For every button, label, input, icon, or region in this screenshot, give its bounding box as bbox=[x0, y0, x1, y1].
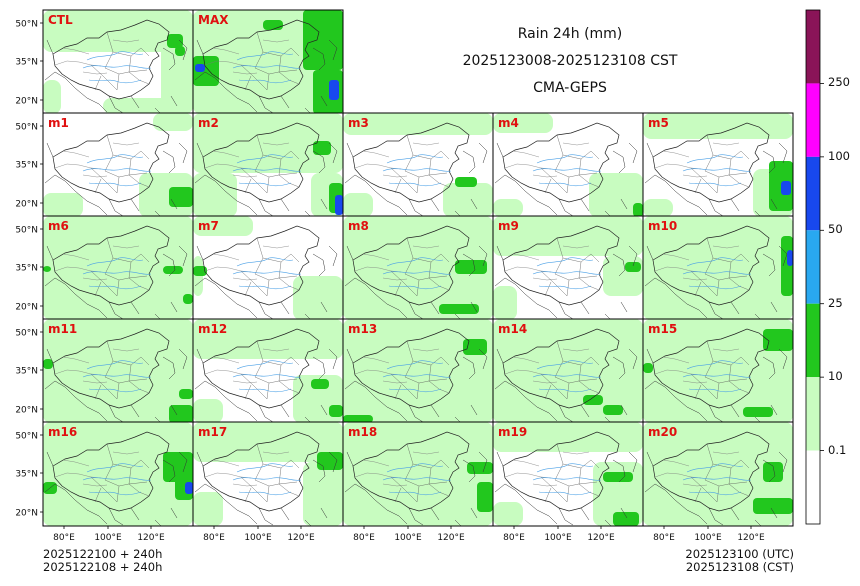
lon-tick-label: 120°E bbox=[587, 533, 615, 543]
member-label: m19 bbox=[498, 425, 527, 439]
init-time-block: 2025122100 + 240h 2025122108 + 240h bbox=[43, 548, 162, 574]
panel-m7: m7 bbox=[192, 215, 344, 321]
init-time-utc: 2025122100 + 240h bbox=[43, 547, 163, 561]
lon-tick-label: 120°E bbox=[737, 533, 765, 543]
panel-m8: m8 bbox=[342, 215, 494, 321]
lon-tick-label: 120°E bbox=[137, 533, 165, 543]
colorbar-level-label: 250 bbox=[828, 75, 850, 90]
valid-time-block: 2025123100 (UTC) 2025123108 (CST) bbox=[685, 548, 794, 574]
colorbar-frame bbox=[805, 9, 821, 525]
lat-tick-label: 35°N bbox=[15, 161, 38, 171]
panel-m3: m3 bbox=[342, 112, 494, 218]
panel-m12: m12 bbox=[192, 318, 344, 424]
lon-tick-label: 80°E bbox=[353, 533, 375, 543]
colorbar-level-label: 10 bbox=[828, 369, 843, 384]
lon-tick-label: 80°E bbox=[503, 533, 525, 543]
lon-tick-label: 80°E bbox=[653, 533, 675, 543]
member-label: MAX bbox=[198, 13, 229, 27]
chart-title: Rain 24h (mm) bbox=[517, 26, 623, 42]
colorbar-level-label: 100 bbox=[828, 148, 850, 163]
member-label: m1 bbox=[48, 116, 69, 130]
member-label: m15 bbox=[648, 322, 677, 336]
model-name: CMA-GEPS bbox=[533, 80, 607, 96]
member-label: m2 bbox=[198, 116, 219, 130]
lat-tick-label: 35°N bbox=[15, 264, 38, 274]
lat-tick-label: 50°N bbox=[15, 432, 38, 442]
member-label: m11 bbox=[48, 322, 77, 336]
lat-tick-label: 20°N bbox=[15, 303, 38, 313]
valid-period: 2025123008-2025123108 CST bbox=[462, 53, 678, 69]
lat-tick-label: 50°N bbox=[15, 329, 38, 339]
member-label: m4 bbox=[498, 116, 519, 130]
lat-tick-label: 20°N bbox=[15, 200, 38, 210]
colorbar-level-label: 50 bbox=[828, 222, 843, 237]
member-label: CTL bbox=[48, 13, 73, 27]
member-label: m7 bbox=[198, 219, 219, 233]
lat-tick-label: 35°N bbox=[15, 367, 38, 377]
panel-m11: m11 bbox=[42, 318, 194, 424]
member-label: m13 bbox=[348, 322, 377, 336]
valid-time-cst: 2025123108 (CST) bbox=[685, 560, 794, 574]
panel-m16: m16 bbox=[42, 421, 194, 527]
colorbar-segment bbox=[806, 83, 820, 157]
colorbar-segment bbox=[806, 156, 820, 231]
colorbar-segment bbox=[806, 377, 820, 451]
lat-tick-label: 35°N bbox=[15, 470, 38, 480]
member-label: m14 bbox=[498, 322, 527, 336]
lon-tick-label: 100°E bbox=[394, 533, 422, 543]
panel-m20: m20 bbox=[642, 421, 794, 527]
member-label: m6 bbox=[48, 219, 69, 233]
colorbar-segment bbox=[806, 10, 820, 84]
member-label: m9 bbox=[498, 219, 519, 233]
colorbar-segment bbox=[806, 303, 820, 378]
panel-m2: m2 bbox=[192, 112, 344, 218]
colorbar-segment bbox=[806, 450, 820, 524]
lon-tick-label: 120°E bbox=[437, 533, 465, 543]
member-label: m17 bbox=[198, 425, 227, 439]
panel-m6: m6 bbox=[42, 215, 194, 321]
lon-tick-label: 100°E bbox=[544, 533, 572, 543]
colorbar-level-label: 0.1 bbox=[828, 442, 847, 457]
panel-m19: m19 bbox=[492, 421, 644, 527]
lon-tick-label: 80°E bbox=[203, 533, 225, 543]
lat-tick-label: 50°N bbox=[15, 226, 38, 236]
lat-tick-label: 20°N bbox=[15, 509, 38, 519]
member-label: m3 bbox=[348, 116, 369, 130]
lat-tick-label: 20°N bbox=[15, 97, 38, 107]
init-time-cst: 2025122108 + 240h bbox=[43, 560, 163, 574]
lat-tick-label: 20°N bbox=[15, 406, 38, 416]
panel-m18: m18 bbox=[342, 421, 494, 527]
member-label: m12 bbox=[198, 322, 227, 336]
colorbar-segment bbox=[806, 230, 820, 304]
panel-m4: m4 bbox=[492, 112, 644, 218]
lat-tick-label: 50°N bbox=[15, 123, 38, 133]
lon-tick-label: 80°E bbox=[53, 533, 75, 543]
panel-m9: m9 bbox=[492, 215, 644, 321]
colorbar-level-label: 25 bbox=[828, 295, 843, 310]
member-label: m16 bbox=[48, 425, 77, 439]
lon-tick-label: 120°E bbox=[287, 533, 315, 543]
member-label: m8 bbox=[348, 219, 369, 233]
panel-m5: m5 bbox=[642, 112, 794, 218]
panel-m1: m1 bbox=[42, 112, 194, 218]
member-label: m10 bbox=[648, 219, 677, 233]
lat-tick-label: 50°N bbox=[15, 20, 38, 30]
lon-tick-label: 100°E bbox=[694, 533, 722, 543]
panel-m14: m14 bbox=[492, 318, 644, 424]
panel-m13: m13 bbox=[342, 318, 494, 424]
lat-tick-label: 35°N bbox=[15, 58, 38, 68]
member-label: m18 bbox=[348, 425, 377, 439]
panel-max: MAX bbox=[192, 9, 344, 115]
panel-ctl: CTL bbox=[42, 9, 194, 115]
member-label: m5 bbox=[648, 116, 669, 130]
panel-m15: m15 bbox=[642, 318, 794, 424]
member-label: m20 bbox=[648, 425, 677, 439]
panel-m10: m10 bbox=[642, 215, 794, 321]
panel-m17: m17 bbox=[192, 421, 344, 527]
lon-tick-label: 100°E bbox=[244, 533, 272, 543]
valid-time-utc: 2025123100 (UTC) bbox=[685, 547, 794, 561]
lon-tick-label: 100°E bbox=[94, 533, 122, 543]
